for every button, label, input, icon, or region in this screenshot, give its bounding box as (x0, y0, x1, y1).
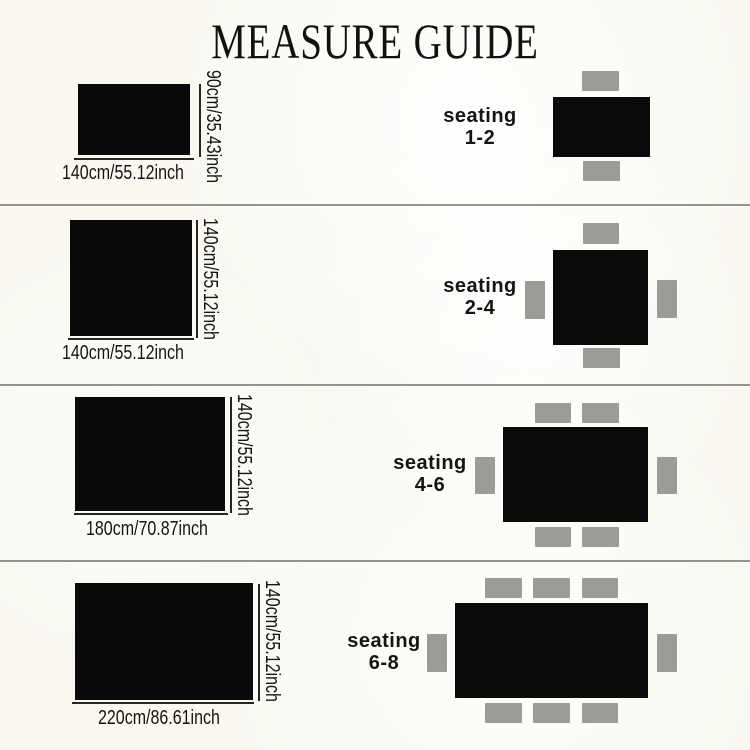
width-dimension-label: 140cm/55.12inch (62, 162, 184, 184)
tablecloth-swatch (75, 397, 225, 511)
chair-icon (583, 223, 619, 244)
table-top (553, 97, 650, 157)
height-measure-line (196, 220, 198, 338)
width-dimension-label: 180cm/70.87inch (86, 518, 208, 540)
chair-icon (657, 280, 677, 318)
seating-range: 6-8 (368, 652, 400, 675)
chair-icon (582, 71, 619, 91)
width-measure-line (74, 513, 228, 515)
row-divider (0, 204, 750, 206)
table-top (553, 250, 648, 345)
chair-icon (475, 457, 495, 494)
height-measure-line (199, 84, 201, 157)
height-dimension-label: 140cm/55.12inch (233, 394, 255, 516)
chair-icon (533, 703, 570, 723)
height-measure-line (258, 584, 260, 701)
chair-icon (535, 527, 571, 547)
width-measure-line (68, 338, 194, 340)
table-top (455, 603, 648, 698)
seating-word: seating (443, 275, 517, 297)
seating-range: 1-2 (464, 127, 496, 150)
chair-icon (427, 634, 447, 672)
tablecloth-swatch (78, 84, 190, 155)
seating-range: 2-4 (464, 297, 496, 320)
width-measure-line (74, 158, 194, 160)
chair-icon (485, 578, 522, 598)
tablecloth-swatch (70, 220, 192, 336)
width-dimension-label: 220cm/86.61inch (98, 707, 220, 729)
seating-label: seating 2-4 (436, 275, 524, 320)
row-divider (0, 384, 750, 386)
seating-label: seating 6-8 (346, 630, 422, 675)
seating-word: seating (393, 452, 467, 474)
chair-icon (582, 527, 619, 547)
chair-icon (582, 403, 619, 423)
seating-label: seating 1-2 (436, 105, 524, 150)
chair-icon (583, 348, 620, 368)
height-dimension-label: 140cm/55.12inch (199, 218, 221, 340)
table-top (503, 427, 648, 522)
seating-word: seating (347, 630, 421, 652)
seating-word: seating (443, 105, 517, 127)
page-title: MEASURE GUIDE (211, 13, 539, 69)
chair-icon (582, 703, 618, 723)
seating-label: seating 4-6 (392, 452, 468, 497)
chair-icon (533, 578, 570, 598)
tablecloth-swatch (75, 583, 253, 700)
width-measure-line (72, 702, 254, 704)
width-dimension-label: 140cm/55.12inch (62, 342, 184, 364)
chair-icon (535, 403, 571, 423)
chair-icon (485, 703, 522, 723)
height-dimension-label: 140cm/55.12inch (261, 580, 283, 702)
chair-icon (657, 634, 677, 672)
seating-range: 4-6 (414, 474, 446, 497)
chair-icon (525, 281, 545, 319)
chair-icon (583, 161, 620, 181)
height-measure-line (230, 397, 232, 513)
chair-icon (657, 457, 677, 494)
chair-icon (582, 578, 618, 598)
row-divider (0, 560, 750, 562)
height-dimension-label: 90cm/35.43inch (202, 70, 224, 183)
